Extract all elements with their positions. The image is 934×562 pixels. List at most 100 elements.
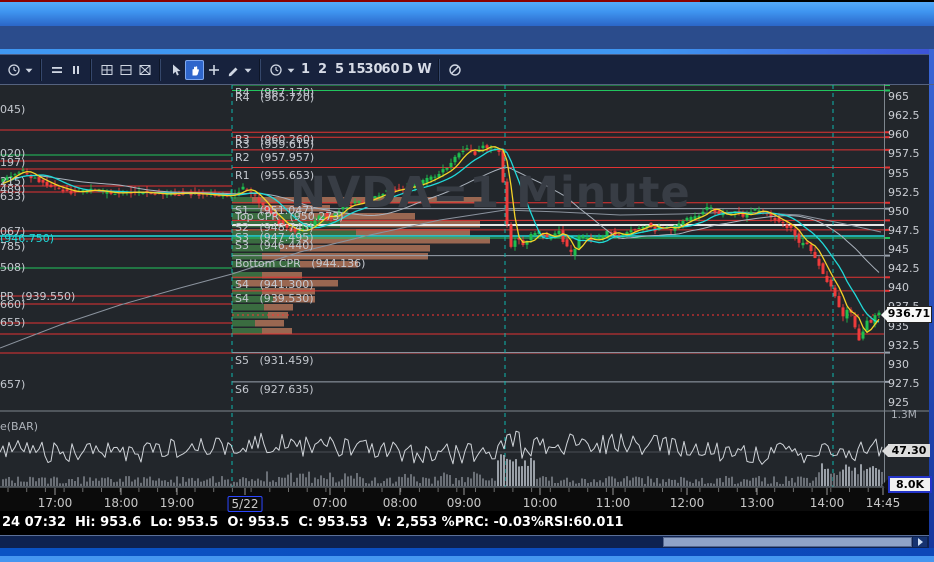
- volume-bar: [146, 478, 148, 486]
- volume-bar: [179, 483, 181, 486]
- volume-bar: [644, 483, 646, 486]
- volume-bar: [533, 460, 535, 486]
- candle-body: [349, 204, 353, 206]
- time-axis[interactable]: [0, 487, 934, 511]
- oscillator-value-marker: 47.30: [882, 444, 930, 457]
- volume-bar: [242, 477, 244, 486]
- candle-body: [625, 232, 629, 236]
- volume-bar: [785, 476, 787, 486]
- volume-bar: [20, 481, 22, 486]
- interval-30-button[interactable]: 30: [364, 62, 383, 77]
- candle-body: [285, 225, 289, 228]
- pan-tool-icon[interactable]: [185, 59, 204, 80]
- volume-bar: [650, 478, 652, 486]
- candle-body: [437, 174, 441, 178]
- volume-bar: [539, 477, 541, 486]
- volume-bar: [140, 482, 142, 486]
- volume-bar: [248, 481, 250, 486]
- vertical-lines-tool-icon[interactable]: [66, 60, 85, 80]
- split-window-icon[interactable]: [116, 60, 135, 80]
- interval-5-button[interactable]: 5: [334, 62, 345, 77]
- candle-body: [509, 224, 513, 247]
- horizontal-scrollbar-thumb[interactable]: [663, 537, 912, 547]
- close-panel-icon[interactable]: [135, 60, 154, 80]
- volume-bar: [116, 481, 118, 486]
- volume-bar: [143, 477, 145, 486]
- volume-bar: [581, 478, 583, 486]
- volume-bar: [488, 480, 490, 486]
- volume-profile-bar-buy: [232, 261, 300, 268]
- tile-windows-icon[interactable]: [97, 60, 116, 80]
- candle-body: [557, 230, 561, 235]
- scrollbar-right-arrow-button[interactable]: [913, 537, 927, 547]
- data-series-icon[interactable]: [4, 60, 23, 80]
- volume-bar: [872, 466, 874, 486]
- candle-body: [21, 169, 25, 171]
- interval-caret[interactable]: [285, 60, 297, 80]
- chart-canvas[interactable]: [0, 84, 934, 487]
- volume-bar: [722, 482, 724, 486]
- draw-tool-caret[interactable]: [242, 60, 254, 80]
- volume-bar: [404, 473, 406, 486]
- candle-body: [445, 167, 449, 170]
- volume-bar: [368, 483, 370, 486]
- top-black-strip: [700, 0, 934, 2]
- candle-body: [329, 216, 333, 219]
- volume-bar: [296, 477, 298, 486]
- pointer-tool-icon[interactable]: [166, 60, 185, 80]
- volume-bar: [263, 481, 265, 486]
- candle-body: [265, 206, 269, 212]
- volume-bar: [746, 479, 748, 486]
- volume-bar: [311, 482, 313, 486]
- volume-bar: [2, 479, 4, 486]
- horizontal-lines-tool-icon[interactable]: [47, 60, 66, 80]
- volume-bar: [752, 477, 754, 486]
- interval-2-button[interactable]: 2: [317, 62, 328, 77]
- toolbar-separator: [40, 58, 42, 81]
- crosshair-tool-icon[interactable]: [204, 60, 223, 80]
- volume-bar: [860, 464, 862, 486]
- candle-body: [5, 176, 9, 180]
- volume-bar: [698, 481, 700, 486]
- candle-body: [525, 240, 529, 245]
- interval-60-button[interactable]: 60: [381, 62, 400, 77]
- bottom-blue-strip: [0, 548, 934, 556]
- volume-bar: [434, 476, 436, 486]
- data-series-caret[interactable]: [23, 60, 35, 80]
- volume-bar: [866, 468, 868, 486]
- volume-bar: [83, 476, 85, 486]
- interval-clock-icon[interactable]: [266, 60, 285, 80]
- volume-bar: [320, 475, 322, 486]
- volume-bar: [605, 478, 607, 486]
- volume-bar: [710, 483, 712, 486]
- candle-body: [221, 195, 225, 197]
- candle-body: [13, 174, 17, 176]
- candle-body: [425, 177, 429, 183]
- volume-bar: [572, 480, 574, 486]
- clear-drawings-icon[interactable]: [445, 60, 464, 80]
- volume-bar: [56, 477, 58, 486]
- candle-body: [249, 191, 253, 194]
- volume-bar: [410, 474, 412, 486]
- candle-body: [641, 226, 645, 229]
- volume-bar: [362, 478, 364, 486]
- volume-bar: [512, 461, 514, 486]
- sub-titlebar-strip: [0, 49, 934, 54]
- volume-profile-bar-buy: [232, 229, 356, 236]
- candle-body: [453, 156, 457, 163]
- candle-body: [717, 210, 721, 215]
- interval-week-button[interactable]: W: [417, 62, 432, 77]
- interval-1-button[interactable]: 1: [300, 62, 311, 77]
- candle-body: [693, 216, 697, 220]
- candle-body: [669, 229, 673, 231]
- draw-tool-icon[interactable]: [223, 60, 242, 80]
- volume-bar: [173, 482, 175, 486]
- volume-bar: [830, 473, 832, 486]
- window-titlebar[interactable]: [0, 2, 934, 26]
- interval-day-button[interactable]: D: [402, 62, 413, 77]
- volume-bar: [47, 483, 49, 486]
- candle-body: [573, 248, 577, 256]
- menu-band: [0, 26, 934, 50]
- interval-15-button[interactable]: 15: [347, 62, 366, 77]
